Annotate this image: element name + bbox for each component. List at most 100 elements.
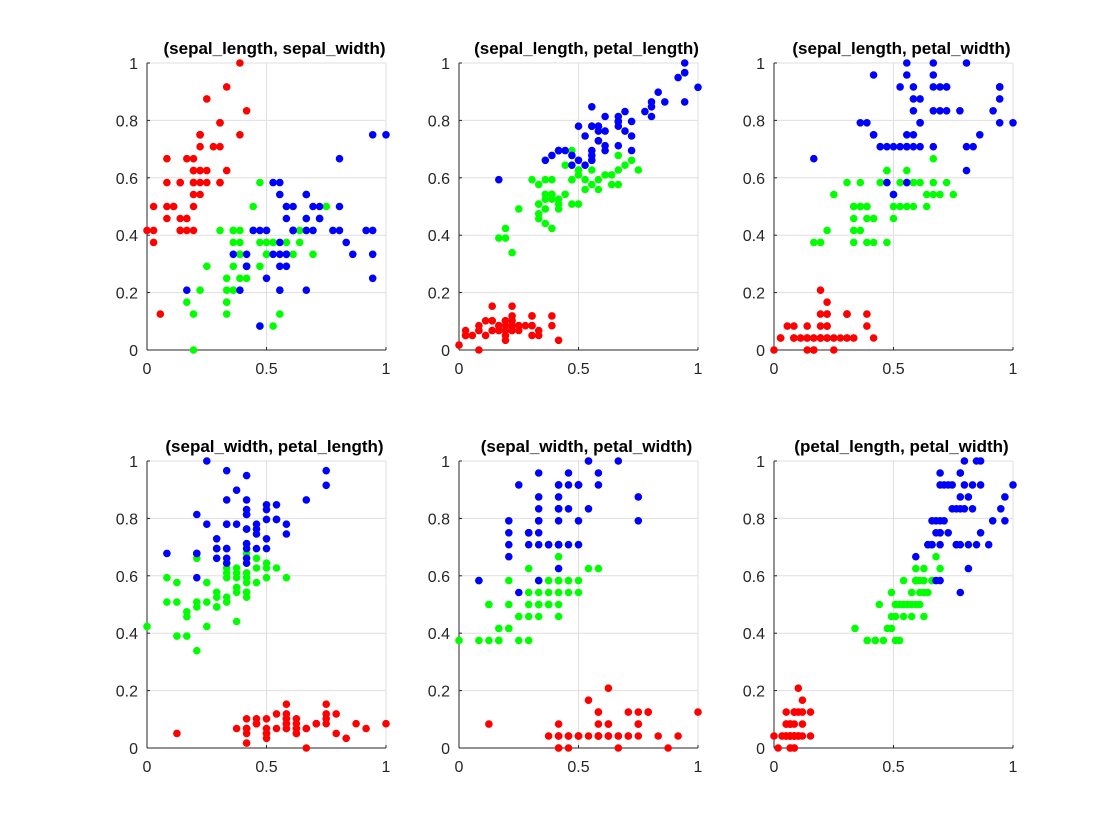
data-point-versicolor bbox=[534, 612, 543, 621]
data-point-versicolor bbox=[916, 600, 924, 609]
data-point-setosa bbox=[209, 142, 218, 151]
data-point-setosa bbox=[554, 720, 563, 728]
data-point-virginica bbox=[276, 262, 284, 271]
data-point-virginica bbox=[956, 493, 965, 501]
data-point-setosa bbox=[495, 326, 503, 335]
data-point-setosa bbox=[694, 708, 702, 716]
series-virginica bbox=[810, 59, 1017, 199]
data-point-setosa bbox=[475, 346, 483, 354]
data-point-versicolor bbox=[229, 238, 238, 247]
data-point-versicolor bbox=[236, 238, 244, 247]
data-point-versicolor bbox=[262, 250, 271, 259]
data-point-virginica bbox=[242, 250, 251, 259]
data-point-virginica bbox=[856, 119, 865, 127]
data-point-virginica bbox=[876, 142, 884, 151]
data-point-versicolor bbox=[584, 564, 593, 573]
data-point-setosa bbox=[203, 178, 211, 187]
x-tick-label: 0 bbox=[455, 759, 464, 776]
data-point-versicolor bbox=[505, 624, 513, 633]
data-point-virginica bbox=[948, 481, 956, 489]
data-point-versicolor bbox=[534, 180, 543, 189]
data-point-versicolor bbox=[863, 238, 871, 247]
data-point-virginica bbox=[997, 505, 1005, 513]
data-point-virginica bbox=[574, 540, 583, 549]
data-point-virginica bbox=[269, 250, 277, 259]
data-point-setosa bbox=[189, 166, 198, 175]
y-tick-label: 0.4 bbox=[428, 228, 450, 245]
y-tick-label: 0.8 bbox=[743, 511, 765, 528]
data-point-setosa bbox=[332, 729, 341, 738]
data-point-versicolor bbox=[541, 205, 550, 213]
data-point-virginica bbox=[505, 552, 513, 561]
data-point-versicolor bbox=[922, 202, 931, 211]
data-point-virginica bbox=[574, 481, 583, 489]
series-setosa bbox=[770, 684, 815, 752]
data-point-virginica bbox=[505, 540, 513, 549]
data-point-versicolor bbox=[256, 262, 264, 271]
data-point-virginica bbox=[554, 481, 563, 489]
data-point-versicolor bbox=[849, 226, 858, 235]
data-point-virginica bbox=[256, 226, 264, 235]
data-point-virginica bbox=[568, 151, 576, 160]
y-tick-label: 0.4 bbox=[743, 626, 765, 643]
data-point-virginica bbox=[995, 119, 1004, 127]
data-point-setosa bbox=[282, 700, 291, 708]
data-point-setosa bbox=[794, 684, 803, 692]
data-point-virginica bbox=[568, 161, 576, 169]
data-point-virginica bbox=[929, 59, 938, 67]
data-point-versicolor bbox=[942, 178, 951, 187]
data-point-versicolor bbox=[548, 175, 556, 184]
data-point-virginica bbox=[349, 250, 357, 259]
data-point-versicolor bbox=[564, 588, 573, 597]
data-point-setosa bbox=[196, 190, 204, 199]
data-point-setosa bbox=[242, 739, 251, 747]
subplot-sepal_length-petal_width: 0 0.2 0.4 0.6 0.8 1 0 0.5 1 (sepal_length, petal_… bbox=[743, 39, 1018, 378]
data-point-virginica bbox=[581, 132, 589, 140]
data-point-virginica bbox=[680, 98, 689, 106]
data-point-versicolor bbox=[895, 636, 904, 645]
data-point-virginica bbox=[534, 517, 543, 525]
data-point-versicolor bbox=[232, 564, 241, 572]
y-tick-label: 0.2 bbox=[116, 684, 138, 701]
data-point-versicolor bbox=[495, 636, 503, 645]
data-point-setosa bbox=[544, 732, 553, 740]
data-point-virginica bbox=[242, 471, 251, 480]
data-point-virginica bbox=[212, 544, 221, 553]
data-point-virginica bbox=[929, 142, 938, 151]
data-point-versicolor bbox=[903, 166, 911, 175]
data-point-setosa bbox=[252, 719, 261, 728]
data-point-virginica bbox=[936, 107, 944, 115]
data-point-virginica bbox=[242, 496, 251, 504]
data-point-virginica bbox=[544, 540, 553, 549]
data-point-virginica bbox=[272, 515, 281, 524]
data-point-virginica bbox=[534, 505, 543, 513]
data-point-virginica bbox=[581, 161, 589, 169]
data-point-versicolor bbox=[524, 564, 533, 573]
data-point-setosa bbox=[382, 719, 390, 728]
data-point-virginica bbox=[524, 540, 533, 549]
data-point-versicolor bbox=[524, 588, 533, 597]
data-point-setosa bbox=[810, 346, 818, 354]
data-point-setosa bbox=[823, 310, 831, 318]
data-point-setosa bbox=[584, 732, 593, 740]
data-point-setosa bbox=[803, 346, 811, 354]
x-tick-label: 1 bbox=[694, 759, 703, 776]
data-point-versicolor bbox=[269, 238, 277, 247]
data-point-versicolor bbox=[594, 175, 603, 184]
data-point-versicolor bbox=[236, 250, 244, 259]
data-point-versicolor bbox=[173, 632, 181, 640]
data-point-setosa bbox=[863, 310, 871, 318]
data-point-versicolor bbox=[232, 617, 241, 626]
data-point-versicolor bbox=[936, 190, 944, 199]
data-point-setosa bbox=[803, 322, 811, 330]
data-point-versicolor bbox=[876, 178, 884, 187]
data-point-versicolor bbox=[920, 612, 928, 621]
x-tick-label: 1 bbox=[382, 759, 391, 776]
data-point-setosa bbox=[481, 317, 490, 325]
data-point-virginica bbox=[554, 517, 563, 525]
data-point-versicolor bbox=[548, 224, 556, 233]
data-point-virginica bbox=[222, 520, 231, 528]
y-tick-label: 0.6 bbox=[428, 171, 450, 188]
data-point-virginica bbox=[574, 122, 583, 130]
data-point-setosa bbox=[869, 334, 878, 342]
